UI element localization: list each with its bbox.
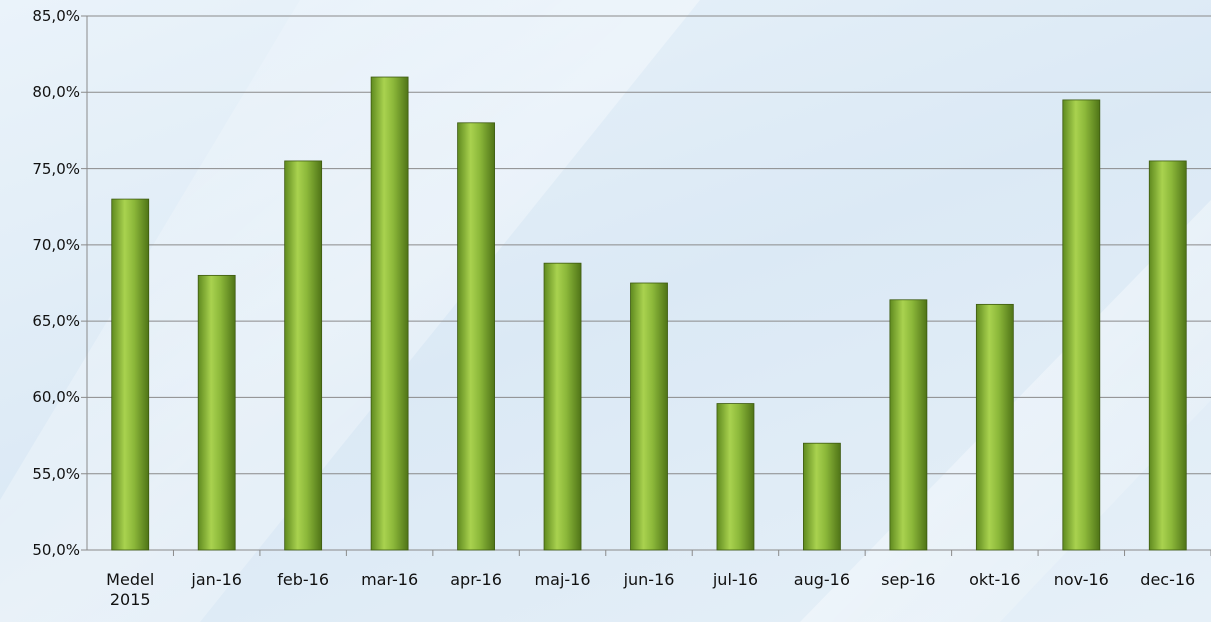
y-tick-label: 75,0% bbox=[32, 159, 80, 178]
bar bbox=[543, 262, 582, 551]
bar bbox=[457, 122, 495, 551]
x-tick-label: Medel 2015 bbox=[106, 570, 155, 609]
bar bbox=[111, 198, 150, 551]
bar bbox=[370, 76, 409, 551]
x-tick-label: jul-16 bbox=[712, 570, 759, 589]
x-tick-label: jun-16 bbox=[623, 570, 675, 589]
y-tick-label: 70,0% bbox=[32, 235, 80, 254]
x-tick-label: maj-16 bbox=[534, 570, 591, 589]
bar bbox=[1062, 99, 1101, 551]
background-streak bbox=[0, 0, 700, 622]
x-tick-label: aug-16 bbox=[793, 570, 851, 589]
x-tick-label: mar-16 bbox=[361, 570, 419, 589]
y-tick-label: 65,0% bbox=[32, 312, 80, 331]
x-tick-label: dec-16 bbox=[1140, 570, 1196, 589]
y-tick-label: 55,0% bbox=[32, 464, 80, 483]
x-tick-label: okt-16 bbox=[969, 570, 1021, 589]
x-tick-label: jan-16 bbox=[191, 570, 242, 589]
bar bbox=[975, 303, 1014, 551]
bar bbox=[284, 160, 323, 551]
x-tick-label: apr-16 bbox=[450, 570, 502, 589]
y-tick-label: 50,0% bbox=[32, 541, 80, 559]
x-tick-label: feb-16 bbox=[277, 570, 330, 589]
y-tick-label: 85,0% bbox=[32, 7, 80, 25]
bar bbox=[803, 442, 841, 551]
x-tick-label: sep-16 bbox=[881, 570, 936, 589]
bar bbox=[630, 282, 668, 551]
y-tick-label: 60,0% bbox=[32, 388, 80, 407]
y-tick-label: 80,0% bbox=[32, 83, 80, 102]
bar bbox=[1148, 160, 1187, 551]
bar bbox=[197, 274, 236, 551]
x-tick-label: nov-16 bbox=[1053, 570, 1109, 589]
bar bbox=[889, 299, 928, 551]
bar bbox=[716, 403, 755, 551]
